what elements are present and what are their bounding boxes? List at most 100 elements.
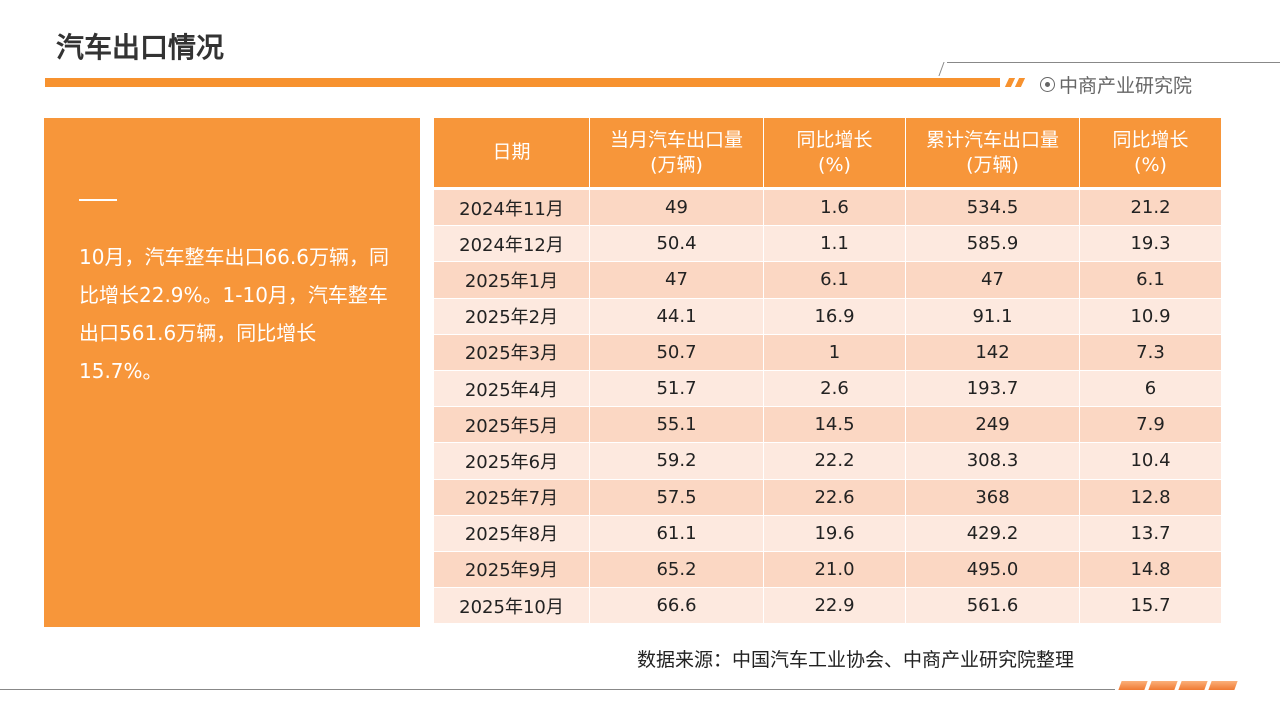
column-header: 日期 [434,118,590,190]
table-cell: 65.2 [590,551,764,589]
column-header-line: (%) [818,153,851,176]
table-cell: 2025年7月 [434,479,590,516]
target-icon [1040,77,1055,92]
column-header-line: 同比增长 [796,128,873,151]
table-row: 2025年6月 59.2 22.2 308.3 10.4 [434,443,1221,480]
table-cell: 19.3 [1080,226,1221,263]
column-header-line: (万辆) [966,153,1019,176]
table-cell: 10.9 [1080,298,1221,335]
table-cell: 1.6 [764,190,906,227]
table-cell: 44.1 [590,298,764,335]
table-cell: 16.9 [764,298,906,335]
table-cell: 59.2 [590,443,764,480]
table-row: 2025年2月 44.1 16.9 91.1 10.9 [434,298,1221,335]
table-cell: 91.1 [906,298,1080,335]
table-cell: 61.1 [590,515,764,552]
table-cell: 142 [906,334,1080,371]
table-row: 2025年7月 57.5 22.6 368 12.8 [434,479,1221,516]
table-cell: 495.0 [906,551,1080,589]
table-cell: 19.6 [764,515,906,552]
column-header: 当月汽车出口量 (万辆) [590,118,764,190]
table-cell: 7.9 [1080,407,1221,444]
table-cell: 585.9 [906,226,1080,263]
table-cell: 57.5 [590,479,764,516]
table-cell: 2025年6月 [434,443,590,480]
table-cell: 14.8 [1080,551,1221,589]
divider [79,199,117,201]
column-header: 同比增长 (%) [1080,118,1221,190]
table-row: 2024年11月 49 1.6 534.5 21.2 [434,190,1221,227]
table-cell: 2025年4月 [434,370,590,408]
column-header-line: 累计汽车出口量 [925,128,1059,151]
brand-name: 中商产业研究院 [1059,75,1193,97]
table-cell: 2025年5月 [434,407,590,444]
table-cell: 561.6 [906,588,1080,625]
column-header-line: 日期 [492,141,531,163]
table-row: 2025年10月 66.6 22.9 561.6 15.7 [434,588,1221,625]
table-cell: 308.3 [906,443,1080,480]
column-header-line: 当月汽车出口量 [609,128,743,151]
table-cell: 22.2 [764,443,906,480]
table-cell: 2.6 [764,370,906,408]
table-cell: 21.2 [1080,190,1221,227]
table-cell: 2025年1月 [434,262,590,299]
table-cell: 12.8 [1080,479,1221,516]
table-cell: 47 [906,262,1080,299]
brand-logo: 中商产业研究院 [1040,71,1192,98]
table-cell: 534.5 [906,190,1080,227]
table-row: 2024年12月 50.4 1.1 585.9 19.3 [434,226,1221,263]
decor-slash [1148,681,1178,690]
table-row: 2025年4月 51.7 2.6 193.7 6 [434,370,1221,408]
table-cell: 2024年12月 [434,226,590,263]
table-cell: 6 [1080,370,1221,408]
table-cell: 2024年11月 [434,190,590,227]
column-header-line: (%) [1134,153,1167,176]
table-cell: 2025年8月 [434,515,590,552]
export-table: 日期 当月汽车出口量 (万辆) 同比增长 (%) 累计汽车出口量 (万辆) 同比增长 (%) 2… [434,118,1221,625]
summary-text: 10月，汽车整车出口66.6万辆，同比增长22.9%。1-10月，汽车整车出口5… [79,245,389,383]
table-cell: 51.7 [590,370,764,408]
table-cell: 6.1 [1080,262,1221,299]
table-cell: 50.7 [590,334,764,371]
table-cell: 66.6 [590,588,764,625]
table-row: 2025年1月 47 6.1 47 6.1 [434,262,1221,299]
divider [0,689,1115,690]
table-cell: 2025年10月 [434,588,590,625]
decor-slash [1208,681,1238,690]
table-cell: 1.1 [764,226,906,263]
table-cell: 429.2 [906,515,1080,552]
column-header: 同比增长 (%) [764,118,906,190]
table-row: 2025年8月 61.1 19.6 429.2 13.7 [434,515,1221,552]
table-cell: 2025年9月 [434,551,590,589]
table-cell: 1 [764,334,906,371]
table-row: 2025年9月 65.2 21.0 495.0 14.8 [434,551,1221,589]
header-bar [45,78,1000,87]
table-cell: 10.4 [1080,443,1221,480]
column-header: 累计汽车出口量 (万辆) [906,118,1080,190]
table-cell: 14.5 [764,407,906,444]
table-cell: 22.6 [764,479,906,516]
column-header-line: (万辆) [650,153,703,176]
table-cell: 2025年3月 [434,334,590,371]
table-cell: 6.1 [764,262,906,299]
table-cell: 50.4 [590,226,764,263]
divider [938,62,945,76]
table-cell: 47 [590,262,764,299]
table-cell: 249 [906,407,1080,444]
page-title: 汽车出口情况 [56,31,225,64]
decor-slash [1118,681,1148,690]
summary-panel: 10月，汽车整车出口66.6万辆，同比增长22.9%。1-10月，汽车整车出口5… [44,118,420,627]
table-cell: 49 [590,190,764,227]
table-cell: 55.1 [590,407,764,444]
table-cell: 13.7 [1080,515,1221,552]
table-cell: 22.9 [764,588,906,625]
divider [947,62,1280,63]
decor-slash [1014,78,1026,87]
table-cell: 21.0 [764,551,906,589]
table-cell: 15.7 [1080,588,1221,625]
table-cell: 7.3 [1080,334,1221,371]
table-cell: 368 [906,479,1080,516]
decor-slash [1004,78,1016,87]
table-cell: 2025年2月 [434,298,590,335]
source-note: 数据来源：中国汽车工业协会、中商产业研究院整理 [637,649,1075,671]
